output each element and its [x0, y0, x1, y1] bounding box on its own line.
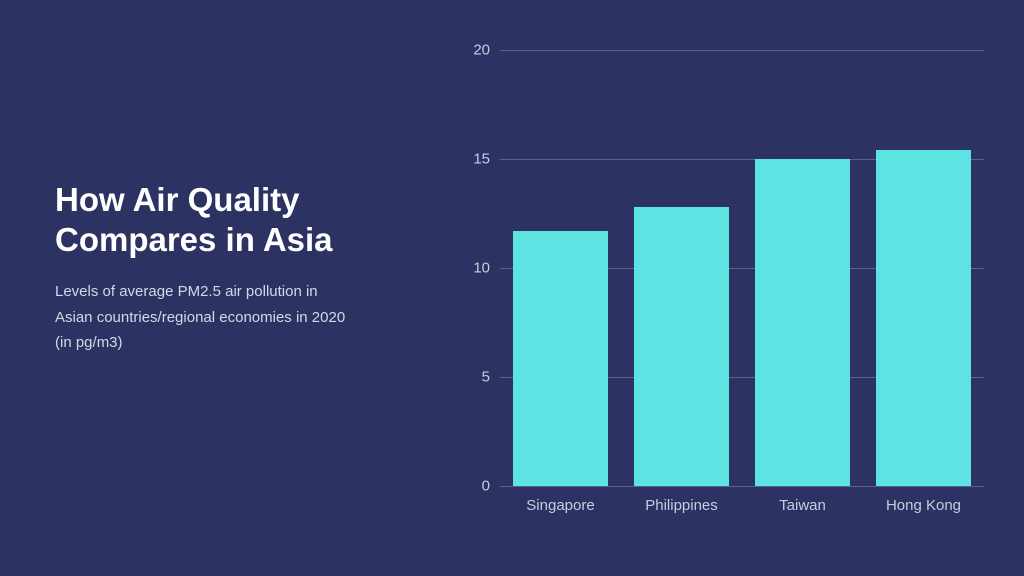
bar	[876, 150, 970, 486]
y-tick-label: 10	[460, 260, 490, 277]
y-tick-label: 20	[460, 42, 490, 59]
bar	[755, 159, 849, 486]
bars-container: SingaporePhilippinesTaiwanHong Kong	[500, 50, 984, 486]
chart-title: How Air Quality Compares in Asia	[55, 180, 370, 259]
bar-slot: Hong Kong	[863, 50, 984, 486]
chart-subtitle: Levels of average PM2.5 air pollution in…	[55, 279, 355, 356]
bar	[513, 231, 607, 486]
y-tick-label: 5	[460, 369, 490, 386]
x-tick-label: Taiwan	[779, 497, 826, 514]
y-tick-label: 15	[460, 151, 490, 168]
x-tick-label: Philippines	[645, 497, 718, 514]
x-tick-label: Hong Kong	[886, 497, 961, 514]
header-panel: How Air Quality Compares in Asia Levels …	[0, 0, 400, 576]
bar-slot: Taiwan	[742, 50, 863, 486]
gridline	[500, 486, 984, 487]
chart-panel: 05101520 SingaporePhilippinesTaiwanHong …	[400, 0, 1024, 576]
bar	[634, 207, 728, 486]
bar-slot: Philippines	[621, 50, 742, 486]
y-tick-label: 0	[460, 478, 490, 495]
x-tick-label: Singapore	[526, 497, 594, 514]
bar-slot: Singapore	[500, 50, 621, 486]
chart-area: 05101520 SingaporePhilippinesTaiwanHong …	[460, 40, 984, 516]
